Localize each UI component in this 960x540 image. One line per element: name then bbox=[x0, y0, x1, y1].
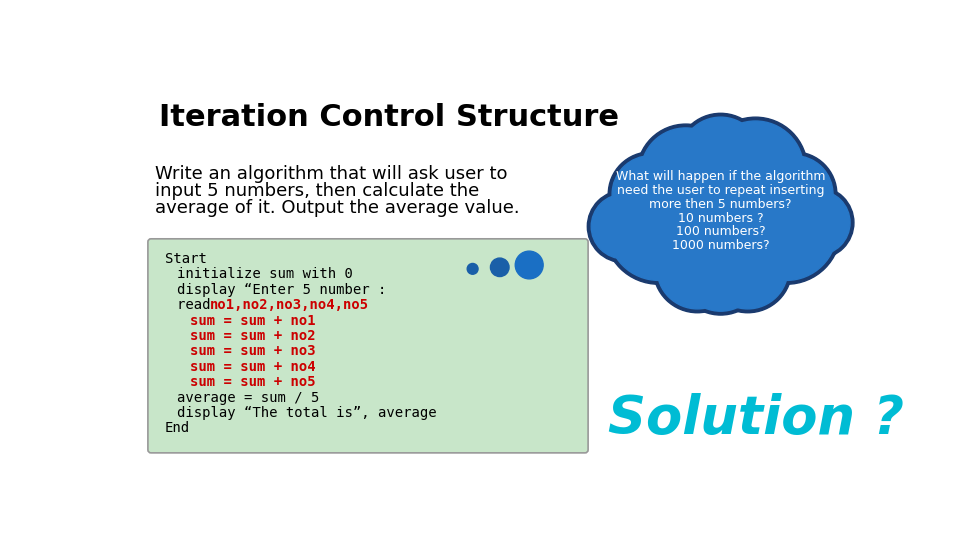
Circle shape bbox=[732, 177, 841, 284]
Circle shape bbox=[591, 194, 657, 259]
Circle shape bbox=[704, 225, 792, 313]
Text: display “The total is”, average: display “The total is”, average bbox=[178, 406, 437, 420]
Circle shape bbox=[605, 177, 713, 284]
Circle shape bbox=[752, 152, 837, 237]
Circle shape bbox=[491, 258, 509, 276]
Circle shape bbox=[785, 190, 850, 255]
Text: Write an algorithm that will ask user to: Write an algorithm that will ask user to bbox=[155, 165, 508, 183]
Circle shape bbox=[516, 251, 543, 279]
Circle shape bbox=[708, 121, 804, 217]
Circle shape bbox=[781, 186, 854, 259]
Circle shape bbox=[677, 227, 765, 315]
Text: display “Enter 5 number :: display “Enter 5 number : bbox=[178, 283, 387, 296]
Circle shape bbox=[609, 180, 709, 280]
Circle shape bbox=[588, 190, 660, 262]
Circle shape bbox=[653, 225, 741, 313]
Text: need the user to repeat inserting: need the user to repeat inserting bbox=[617, 184, 825, 197]
Circle shape bbox=[681, 117, 761, 197]
Text: 10 numbers ?: 10 numbers ? bbox=[678, 212, 763, 225]
Circle shape bbox=[677, 113, 765, 201]
Text: sum = sum + no2: sum = sum + no2 bbox=[190, 329, 316, 343]
Text: 100 numbers?: 100 numbers? bbox=[676, 225, 765, 238]
Circle shape bbox=[756, 156, 833, 233]
Text: End: End bbox=[165, 421, 190, 435]
Text: sum = sum + no3: sum = sum + no3 bbox=[190, 345, 316, 359]
Circle shape bbox=[651, 138, 790, 276]
Circle shape bbox=[609, 152, 693, 237]
Circle shape bbox=[736, 180, 837, 280]
FancyBboxPatch shape bbox=[148, 239, 588, 453]
Text: average = sum / 5: average = sum / 5 bbox=[178, 390, 320, 404]
Text: sum = sum + no4: sum = sum + no4 bbox=[190, 360, 316, 374]
Circle shape bbox=[636, 124, 734, 221]
Text: no1,no2,no3,no4,no5: no1,no2,no3,no4,no5 bbox=[210, 298, 369, 312]
Text: initialize sum with 0: initialize sum with 0 bbox=[178, 267, 353, 281]
Text: read: read bbox=[178, 298, 219, 312]
Circle shape bbox=[612, 156, 689, 233]
Circle shape bbox=[655, 142, 786, 273]
Text: Iteration Control Structure: Iteration Control Structure bbox=[158, 103, 619, 132]
Text: sum = sum + no5: sum = sum + no5 bbox=[190, 375, 316, 389]
Text: average of it. Output the average value.: average of it. Output the average value. bbox=[155, 199, 519, 217]
Text: input 5 numbers, then calculate the: input 5 numbers, then calculate the bbox=[155, 182, 479, 200]
Circle shape bbox=[657, 229, 737, 309]
Text: sum = sum + no1: sum = sum + no1 bbox=[190, 314, 316, 327]
Circle shape bbox=[708, 229, 788, 309]
Text: Solution ?: Solution ? bbox=[608, 393, 903, 445]
Text: more then 5 numbers?: more then 5 numbers? bbox=[649, 198, 792, 211]
Circle shape bbox=[468, 264, 478, 274]
Circle shape bbox=[681, 231, 761, 311]
Text: What will happen if the algorithm: What will happen if the algorithm bbox=[616, 170, 826, 183]
Circle shape bbox=[641, 128, 731, 217]
Text: Start: Start bbox=[165, 252, 206, 266]
Circle shape bbox=[704, 117, 807, 220]
Text: 1000 numbers?: 1000 numbers? bbox=[672, 239, 769, 252]
